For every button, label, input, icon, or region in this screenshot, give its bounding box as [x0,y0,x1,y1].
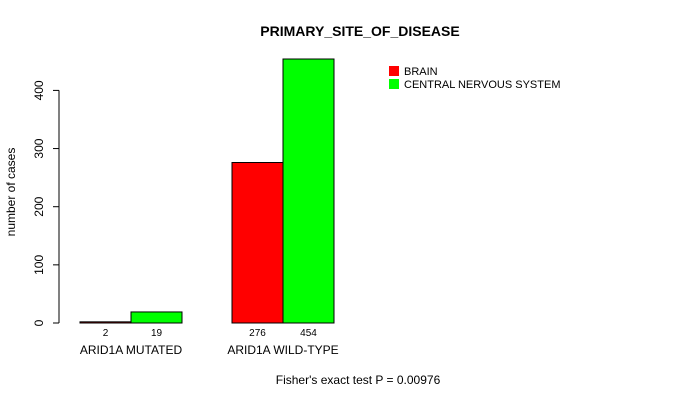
legend-label: BRAIN [404,66,438,78]
bar-central-nervous-system-0 [130,311,183,324]
legend-label: CENTRAL NERVOUS SYSTEM [404,79,560,91]
legend-swatch-brain [389,66,399,76]
bars [79,58,335,324]
bar-value-label: 454 [300,328,317,339]
bar-value-labels: 2 19 276 454 [103,328,318,339]
bar-value-label: 2 [103,328,109,339]
chart-title: PRIMARY_SITE_OF_DISEASE [260,23,459,39]
bar-central-nervous-system-1 [282,58,335,324]
legend-swatch-central-nervous-system [389,79,399,89]
bar-brain-1 [231,162,284,324]
category-label: ARID1A MUTATED [80,343,183,357]
y-tick-label: 200 [32,196,46,216]
bar-value-label: 19 [151,328,163,339]
bar-value-label: 276 [249,328,266,339]
category-labels: ARID1A MUTATED ARID1A WILD-TYPE [80,343,339,357]
fisher-test-footnote: Fisher's exact test P = 0.00976 [276,373,441,387]
y-tick-label: 400 [32,80,46,100]
y-tick-label: 300 [32,138,46,158]
y-axis-label: number of cases [4,148,18,237]
y-axis: 0 100 200 300 400 [32,80,60,326]
category-label: ARID1A WILD-TYPE [227,343,338,357]
y-tick-label: 0 [32,319,46,326]
bar-brain-0 [79,321,132,324]
y-tick-label: 100 [32,255,46,275]
